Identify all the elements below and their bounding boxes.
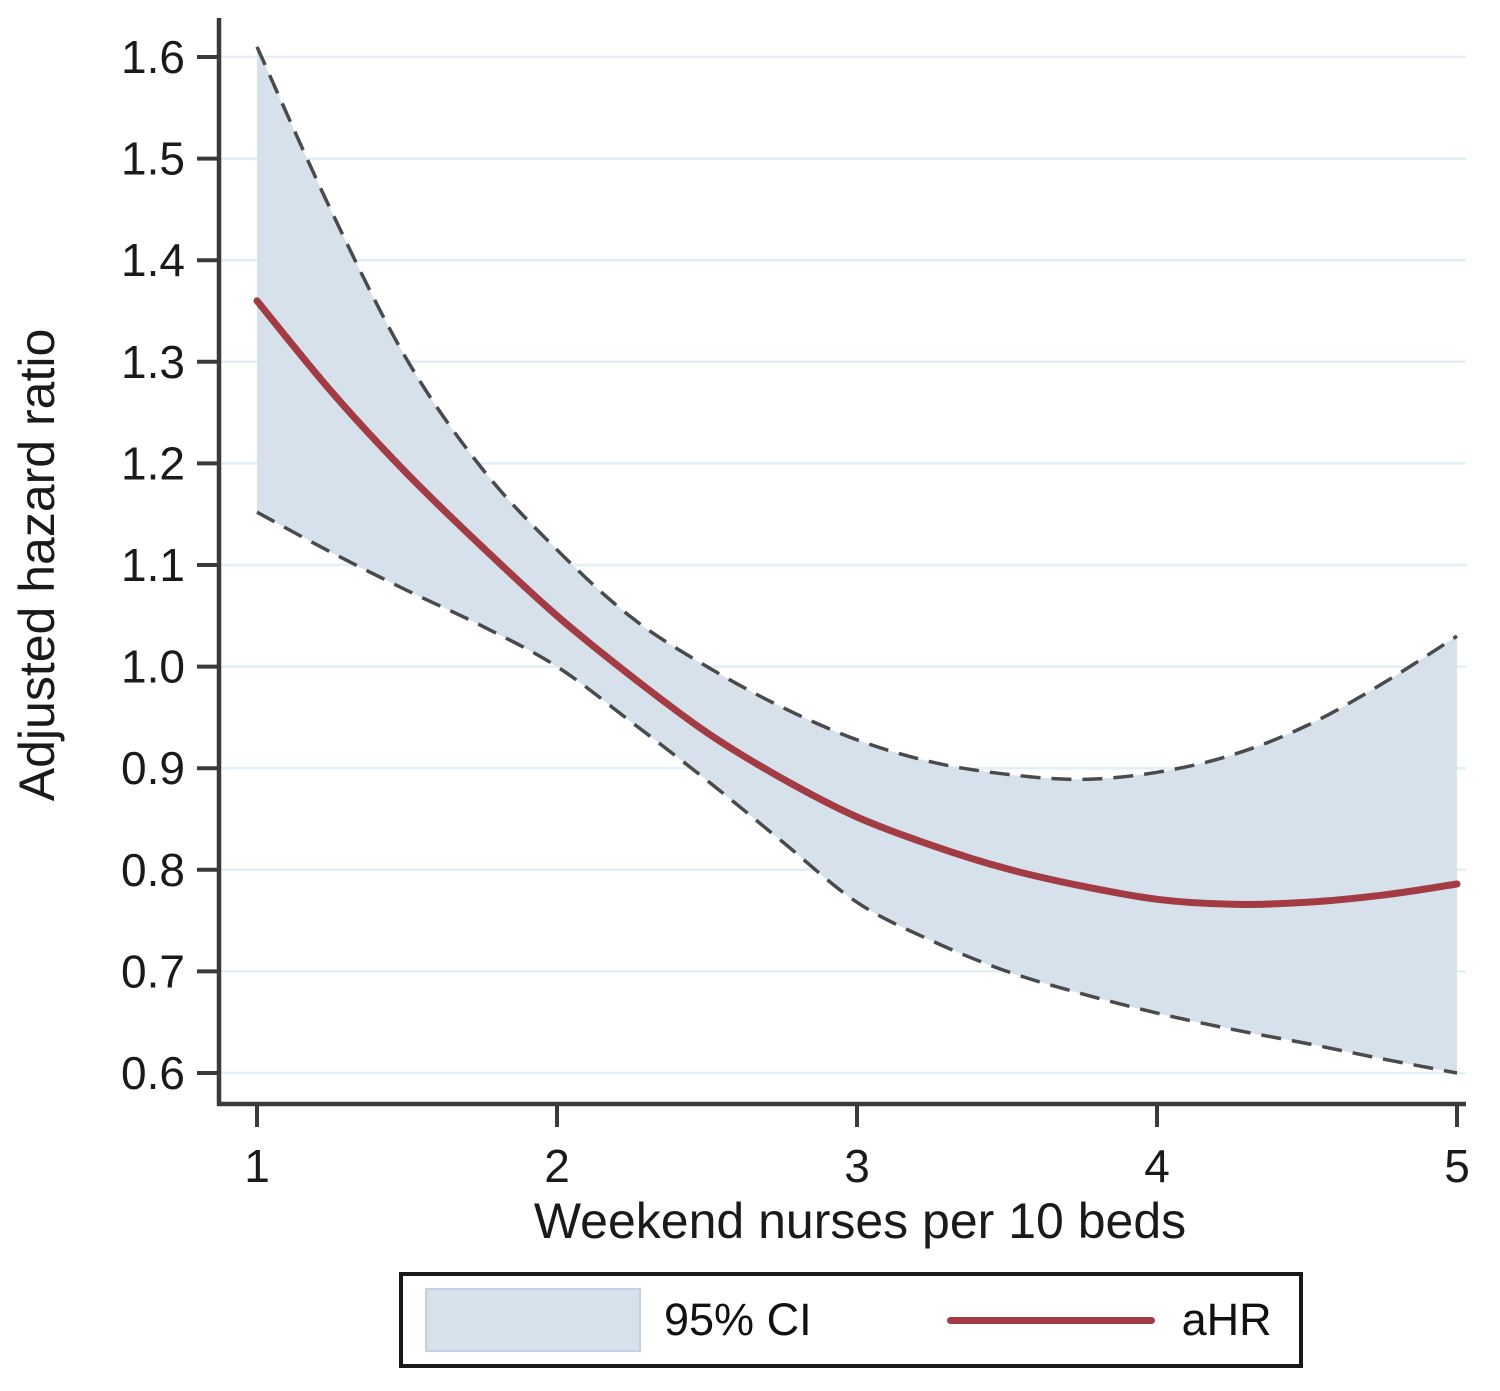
x-tick-label: 4 <box>1144 1140 1170 1192</box>
y-tick-label: 1.6 <box>121 31 185 83</box>
y-tick-label: 1.4 <box>121 234 185 286</box>
ci-lower-line <box>256 510 1458 1075</box>
y-axis-title: Adjusted hazard ratio <box>9 329 65 802</box>
x-tick-label: 5 <box>1444 1140 1470 1192</box>
y-tick-label: 1.0 <box>121 641 185 693</box>
ahr-line <box>253 297 1461 908</box>
y-tick-label: 1.5 <box>121 133 185 185</box>
x-tick-label: 2 <box>544 1140 570 1192</box>
y-tick-label: 0.7 <box>121 945 185 997</box>
ahr-line-swatch <box>946 1316 1155 1324</box>
ci-band-label: 95% CI <box>664 1294 812 1345</box>
ci-band <box>257 46 1457 1073</box>
ahr-label: aHR <box>1181 1294 1272 1345</box>
y-tick-label: 1.3 <box>121 336 185 388</box>
x-tick-label: 1 <box>244 1140 270 1192</box>
y-tick-label: 0.9 <box>121 742 185 794</box>
x-tick-label: 3 <box>844 1140 870 1192</box>
y-tick-label: 1.1 <box>121 539 185 591</box>
ci-upper-line <box>255 46 1458 782</box>
ci-band-swatch <box>425 1288 641 1352</box>
x-axis-title: Weekend nurses per 10 beds <box>534 1193 1186 1249</box>
y-tick-label: 0.6 <box>121 1047 185 1099</box>
legend: 95% CI aHR <box>399 1272 1303 1368</box>
y-tick-label: 1.2 <box>121 437 185 489</box>
plot-area: 0.6 0.7 0.8 0.9 1.0 1.1 1.2 1.3 1.4 1.5 1.6 1 2 3 4 5 <box>121 18 1470 1192</box>
y-tick-label: 0.8 <box>121 844 185 896</box>
